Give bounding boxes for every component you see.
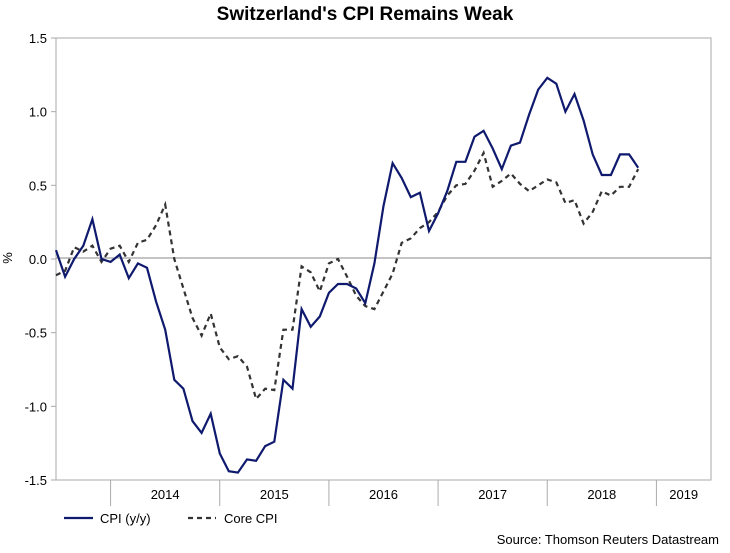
y-tick-label: 0.5 (29, 178, 47, 193)
legend-label-cpi: CPI (y/y) (100, 511, 151, 526)
x-tick-label: 2015 (260, 487, 289, 502)
x-tick-label: 2014 (151, 487, 180, 502)
x-tick-label: 2019 (669, 487, 698, 502)
plot-frame (55, 37, 712, 481)
y-tick-label: 1.5 (29, 31, 47, 46)
x-tick-label: 2017 (478, 487, 507, 502)
x-tick-label: 2016 (369, 487, 398, 502)
legend: CPI (y/y) Core CPI (64, 511, 277, 526)
y-tick-label: 0.0 (29, 252, 47, 267)
chart-title: Switzerland's CPI Remains Weak (217, 4, 514, 25)
source-note: Source: Thomson Reuters Datastream (497, 532, 719, 547)
x-tick-label: 2018 (587, 487, 616, 502)
y-tick-label: -0.5 (25, 326, 47, 341)
legend-label-core-cpi: Core CPI (224, 511, 277, 526)
core-cpi-series-line (55, 149, 640, 402)
y-axis-label: % (0, 252, 15, 264)
y-tick-label: 1.0 (29, 105, 47, 120)
y-tick-label: -1.5 (25, 473, 47, 488)
y-tick-label: -1.0 (25, 399, 47, 414)
cpi-yy-series-line (54, 76, 640, 474)
